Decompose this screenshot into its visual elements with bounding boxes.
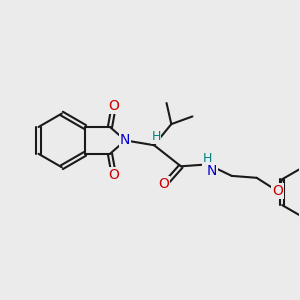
Text: O: O <box>158 177 169 190</box>
Text: H: H <box>203 152 212 165</box>
Text: O: O <box>108 99 119 113</box>
Text: N: N <box>206 164 217 178</box>
Text: O: O <box>272 184 283 198</box>
Text: O: O <box>108 168 119 182</box>
Text: N: N <box>120 134 130 147</box>
Text: H: H <box>151 130 161 143</box>
